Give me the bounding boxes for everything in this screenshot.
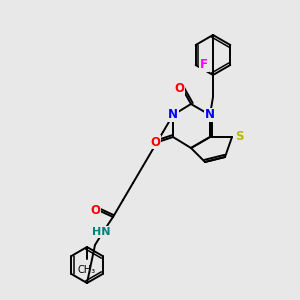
Text: CH₃: CH₃	[78, 265, 96, 275]
Text: O: O	[90, 203, 100, 217]
Text: S: S	[235, 130, 243, 143]
Text: F: F	[200, 58, 208, 71]
Text: O: O	[150, 136, 160, 148]
Text: HN: HN	[92, 227, 110, 237]
Text: O: O	[174, 82, 184, 94]
Text: N: N	[168, 109, 178, 122]
Text: N: N	[205, 109, 215, 122]
